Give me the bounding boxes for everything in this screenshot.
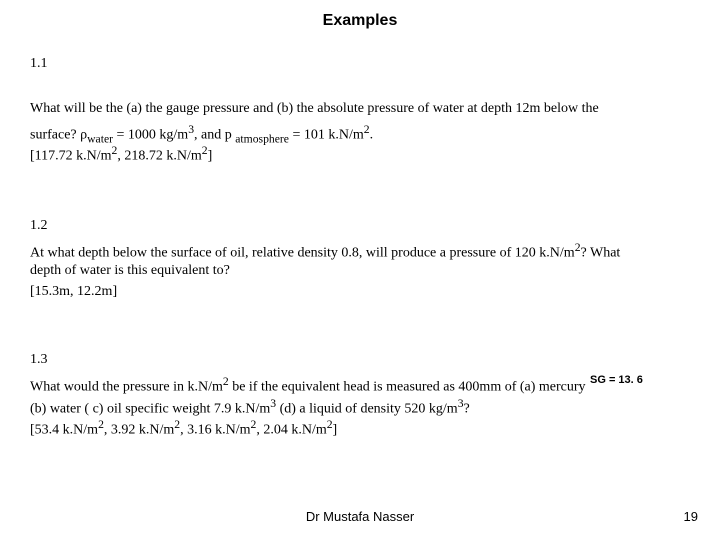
t: What would the pressure in k.N/m	[30, 380, 223, 395]
t: , and p	[194, 128, 235, 143]
slide: Examples 1.1 What will be the (a) the ga…	[0, 0, 720, 540]
t: surface? ρ	[30, 128, 87, 143]
p1-line2: surface? ρwater = 1000 kg/m3, and p atmo…	[30, 122, 373, 147]
t: ]	[333, 423, 338, 438]
t: (d) a liquid of density 520 kg/m	[276, 402, 458, 417]
p3-line2: (b) water ( c) oil specific weight 7.9 k…	[30, 396, 470, 419]
problem-number-3: 1.3	[30, 352, 48, 368]
t: [117.72 k.N/m	[30, 149, 112, 164]
t: ? What	[581, 246, 621, 261]
p1-answer: [117.72 k.N/m2, 218.72 k.N/m2]	[30, 144, 212, 165]
problem-number-1: 1.1	[30, 56, 48, 72]
t: be if the equivalent head is measured as…	[229, 380, 586, 395]
t: atmosphere	[235, 132, 289, 145]
t: , 3.92 k.N/m	[104, 423, 174, 438]
p2-answer: [15.3m, 12.2m]	[30, 284, 117, 300]
p2-line1: At what depth below the surface of oil, …	[30, 240, 620, 263]
p1-line1: What will be the (a) the gauge pressure …	[30, 100, 599, 118]
problem-number-2: 1.2	[30, 218, 48, 234]
t: At what depth below the surface of oil, …	[30, 246, 575, 261]
t: = 1000 kg/m	[113, 128, 188, 143]
t: ?	[464, 402, 470, 417]
p3-line1: What would the pressure in k.N/m2 be if …	[30, 374, 586, 397]
t: ]	[208, 149, 213, 164]
t: , 218.72 k.N/m	[117, 149, 201, 164]
t: = 101 k.N/m	[289, 128, 364, 143]
footer-author: Dr Mustafa Nasser	[0, 509, 720, 524]
t: , 3.16 k.N/m	[180, 423, 250, 438]
p2-line2: depth of water is this equivalent to?	[30, 262, 230, 280]
annotation-sg: SG = 13. 6	[590, 374, 643, 386]
footer-page-number: 19	[684, 509, 698, 524]
p3-answer: [53.4 k.N/m2, 3.92 k.N/m2, 3.16 k.N/m2, …	[30, 418, 337, 439]
page-title: Examples	[0, 12, 720, 30]
t: (b) water ( c) oil specific weight 7.9 k…	[30, 402, 270, 417]
t: .	[370, 128, 374, 143]
t: [53.4 k.N/m	[30, 423, 98, 438]
t: , 2.04 k.N/m	[256, 423, 326, 438]
